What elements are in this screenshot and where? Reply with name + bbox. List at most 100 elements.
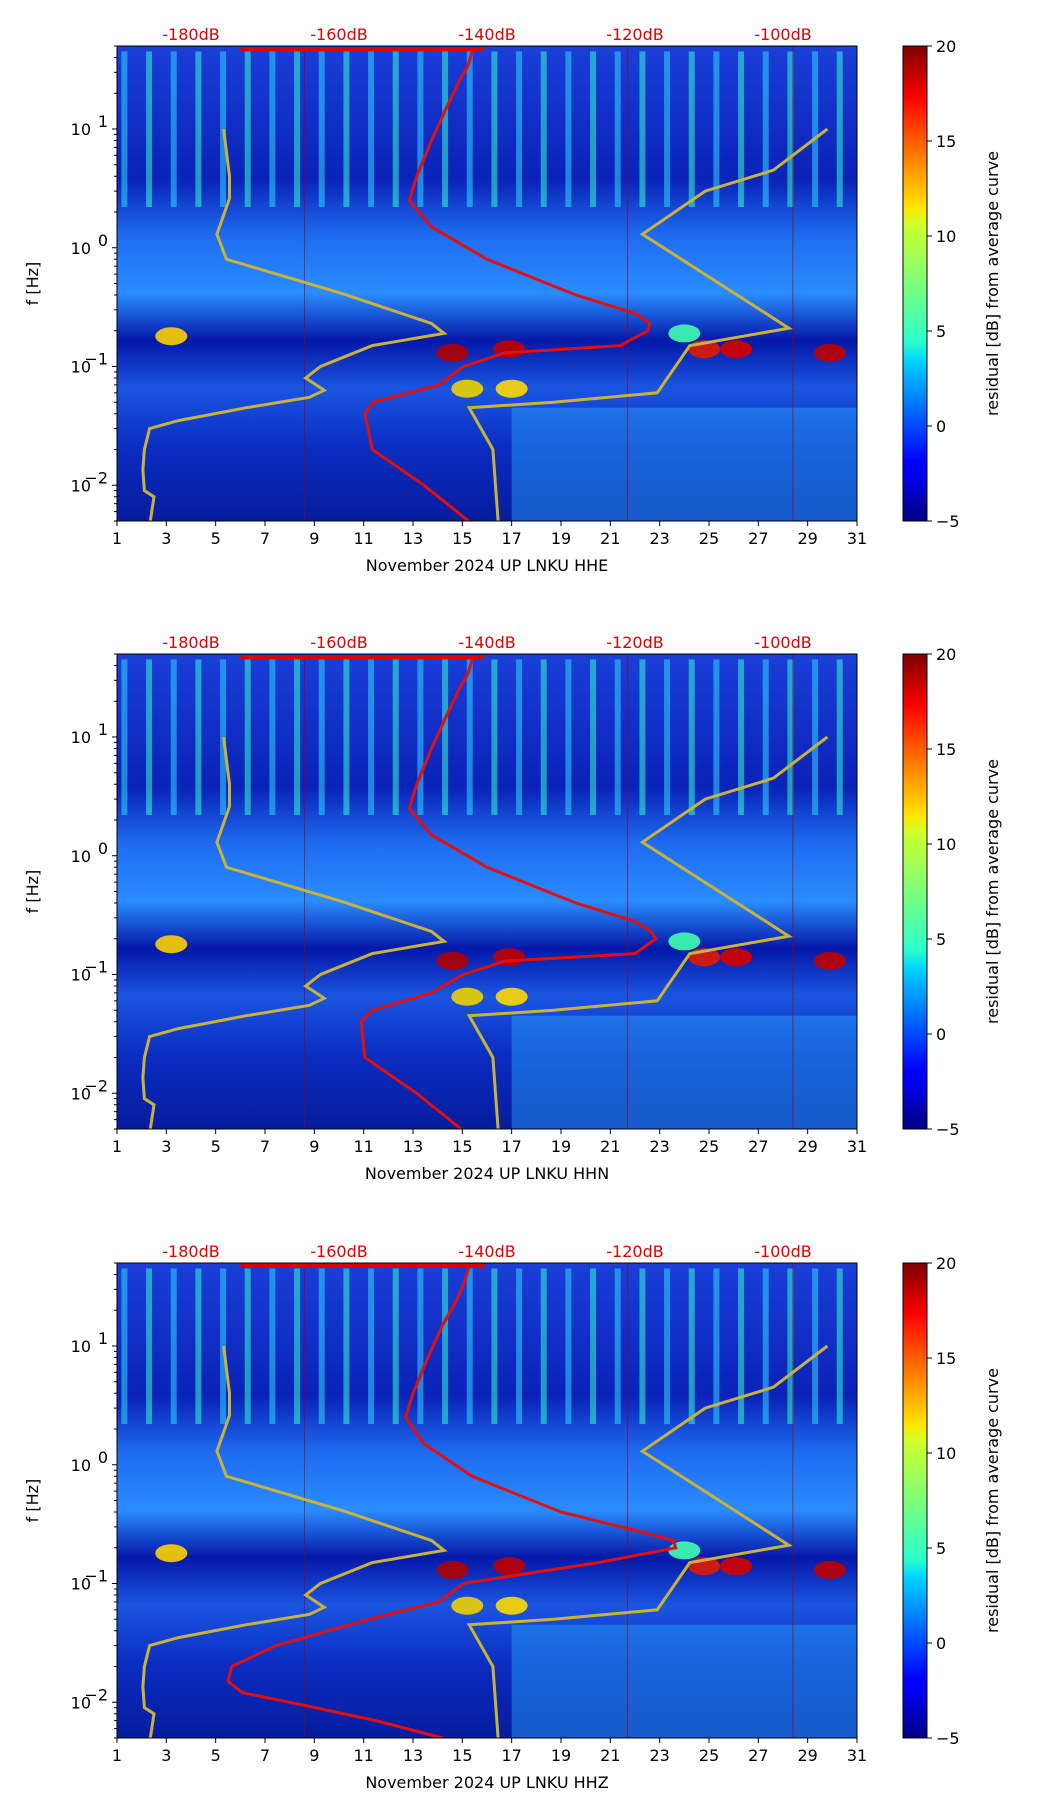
x-tick-label: 11 bbox=[353, 529, 373, 548]
colorbar: 20 15 10 5 0 −5 residual [dB] from average cur… bbox=[902, 37, 1002, 531]
daily-streak bbox=[639, 1268, 646, 1425]
y-tick-label: 10 bbox=[71, 239, 91, 258]
db-label: -160dB bbox=[310, 633, 367, 652]
x-tick-label: 23 bbox=[649, 1746, 669, 1765]
daily-streak bbox=[688, 51, 695, 208]
daily-streak bbox=[762, 1268, 769, 1425]
daily-streak bbox=[368, 1268, 375, 1425]
low-noise-model-curve bbox=[141, 128, 448, 521]
daily-streak bbox=[836, 659, 843, 816]
colorbar-tick-label: 0 bbox=[936, 1025, 946, 1044]
x-tick-label: 11 bbox=[353, 1746, 373, 1765]
db-label: -180dB bbox=[162, 1242, 219, 1261]
daily-streak bbox=[368, 659, 375, 816]
x-tick-label: 29 bbox=[797, 1746, 817, 1765]
daily-streak bbox=[269, 659, 276, 816]
db-scale: -180dB -160dB -140dB -120dB -100dB bbox=[162, 25, 811, 44]
daily-streak bbox=[170, 1268, 177, 1425]
daily-streak bbox=[738, 51, 745, 208]
low-freq-band bbox=[511, 1015, 857, 1129]
x-tick-label: 31 bbox=[847, 1746, 867, 1765]
daily-streak bbox=[318, 1268, 325, 1425]
daily-streak bbox=[738, 659, 745, 816]
daily-streak bbox=[836, 1268, 843, 1425]
x-tick-label: 27 bbox=[748, 529, 768, 548]
daily-streak bbox=[466, 51, 473, 208]
energy-blob bbox=[813, 343, 846, 362]
y-tick-label: 10 bbox=[71, 1456, 91, 1475]
x-axis-label: November 2024 UP LNKU HHN bbox=[365, 1164, 609, 1183]
x-axis: 1 3 5 7 9 11 13 15 17 19 21 23 25 27 29 31 bbox=[112, 521, 867, 548]
energy-blob bbox=[436, 1560, 469, 1579]
colorbar-tick-label: −5 bbox=[936, 512, 960, 531]
x-tick-label: 9 bbox=[309, 1137, 319, 1156]
x-tick-label: 29 bbox=[797, 529, 817, 548]
x-tick-label: 7 bbox=[260, 1746, 270, 1765]
y-tick-label: 10 bbox=[71, 1084, 91, 1103]
y-tick-exponent: −2 bbox=[84, 1076, 108, 1095]
colorbar-tick-label: 10 bbox=[936, 227, 956, 246]
daily-streak bbox=[540, 1268, 547, 1425]
daily-streak bbox=[466, 659, 473, 816]
energy-blob bbox=[495, 987, 528, 1006]
energy-blob bbox=[495, 1596, 528, 1615]
energy-blob bbox=[495, 379, 528, 398]
spectrogram-area bbox=[117, 1263, 857, 1738]
x-tick-label: 3 bbox=[161, 529, 171, 548]
daily-streak bbox=[442, 659, 449, 816]
energy-blob bbox=[813, 1560, 846, 1579]
daily-streak bbox=[368, 51, 375, 208]
daily-streak bbox=[318, 659, 325, 816]
db-label: -100dB bbox=[754, 25, 811, 44]
energy-blob bbox=[668, 324, 701, 343]
colorbar-gradient bbox=[902, 45, 928, 522]
spectrogram-area bbox=[117, 46, 857, 521]
y-tick-exponent: 0 bbox=[98, 1448, 108, 1467]
daily-streak bbox=[738, 1268, 745, 1425]
y-tick-exponent: 1 bbox=[98, 112, 108, 131]
y-tick-exponent: −1 bbox=[84, 350, 108, 369]
colorbar-gradient bbox=[902, 1262, 928, 1739]
colorbar-tick-label: 15 bbox=[936, 740, 956, 759]
db-label: -120dB bbox=[606, 1242, 663, 1261]
low-freq-band bbox=[511, 407, 857, 521]
y-tick-label: 10 bbox=[71, 476, 91, 495]
daily-streak bbox=[664, 1268, 671, 1425]
daily-streak bbox=[244, 51, 251, 208]
daily-streak bbox=[491, 51, 498, 208]
x-axis-label: November 2024 UP LNKU HHZ bbox=[365, 1773, 608, 1792]
colorbar: 20 15 10 5 0 −5 residual [dB] from average cur… bbox=[902, 645, 1002, 1139]
colorbar-label: residual [dB] from average curve bbox=[983, 151, 1002, 416]
x-tick-label: 17 bbox=[501, 529, 521, 548]
energy-blob bbox=[436, 951, 469, 970]
daily-streak bbox=[516, 1268, 523, 1425]
median-psd-curve bbox=[226, 1267, 678, 1738]
daily-streak bbox=[318, 51, 325, 208]
x-tick-label: 7 bbox=[260, 1137, 270, 1156]
daily-streak bbox=[516, 659, 523, 816]
low-noise-model-curve bbox=[141, 1345, 448, 1738]
y-tick-label: 10 bbox=[71, 966, 91, 985]
daily-streak bbox=[294, 659, 301, 816]
daily-streak bbox=[590, 51, 597, 208]
high-noise-model-curve bbox=[466, 735, 829, 1129]
y-tick-label: 10 bbox=[71, 358, 91, 377]
spectrogram-area bbox=[117, 654, 857, 1129]
colorbar-tick-label: 15 bbox=[936, 132, 956, 151]
energy-blob bbox=[720, 340, 753, 359]
y-tick-exponent: −2 bbox=[84, 468, 108, 487]
colorbar-tick-label: 5 bbox=[936, 322, 946, 341]
daily-streak bbox=[146, 659, 153, 816]
x-tick-label: 21 bbox=[600, 1137, 620, 1156]
energy-blob bbox=[155, 1544, 188, 1563]
daily-streak bbox=[688, 1268, 695, 1425]
x-tick-label: 3 bbox=[161, 1746, 171, 1765]
x-axis: 1 3 5 7 9 11 13 15 17 19 21 23 25 27 29 31 bbox=[112, 1738, 867, 1765]
x-tick-label: 15 bbox=[452, 529, 472, 548]
energy-blob bbox=[720, 1557, 753, 1576]
